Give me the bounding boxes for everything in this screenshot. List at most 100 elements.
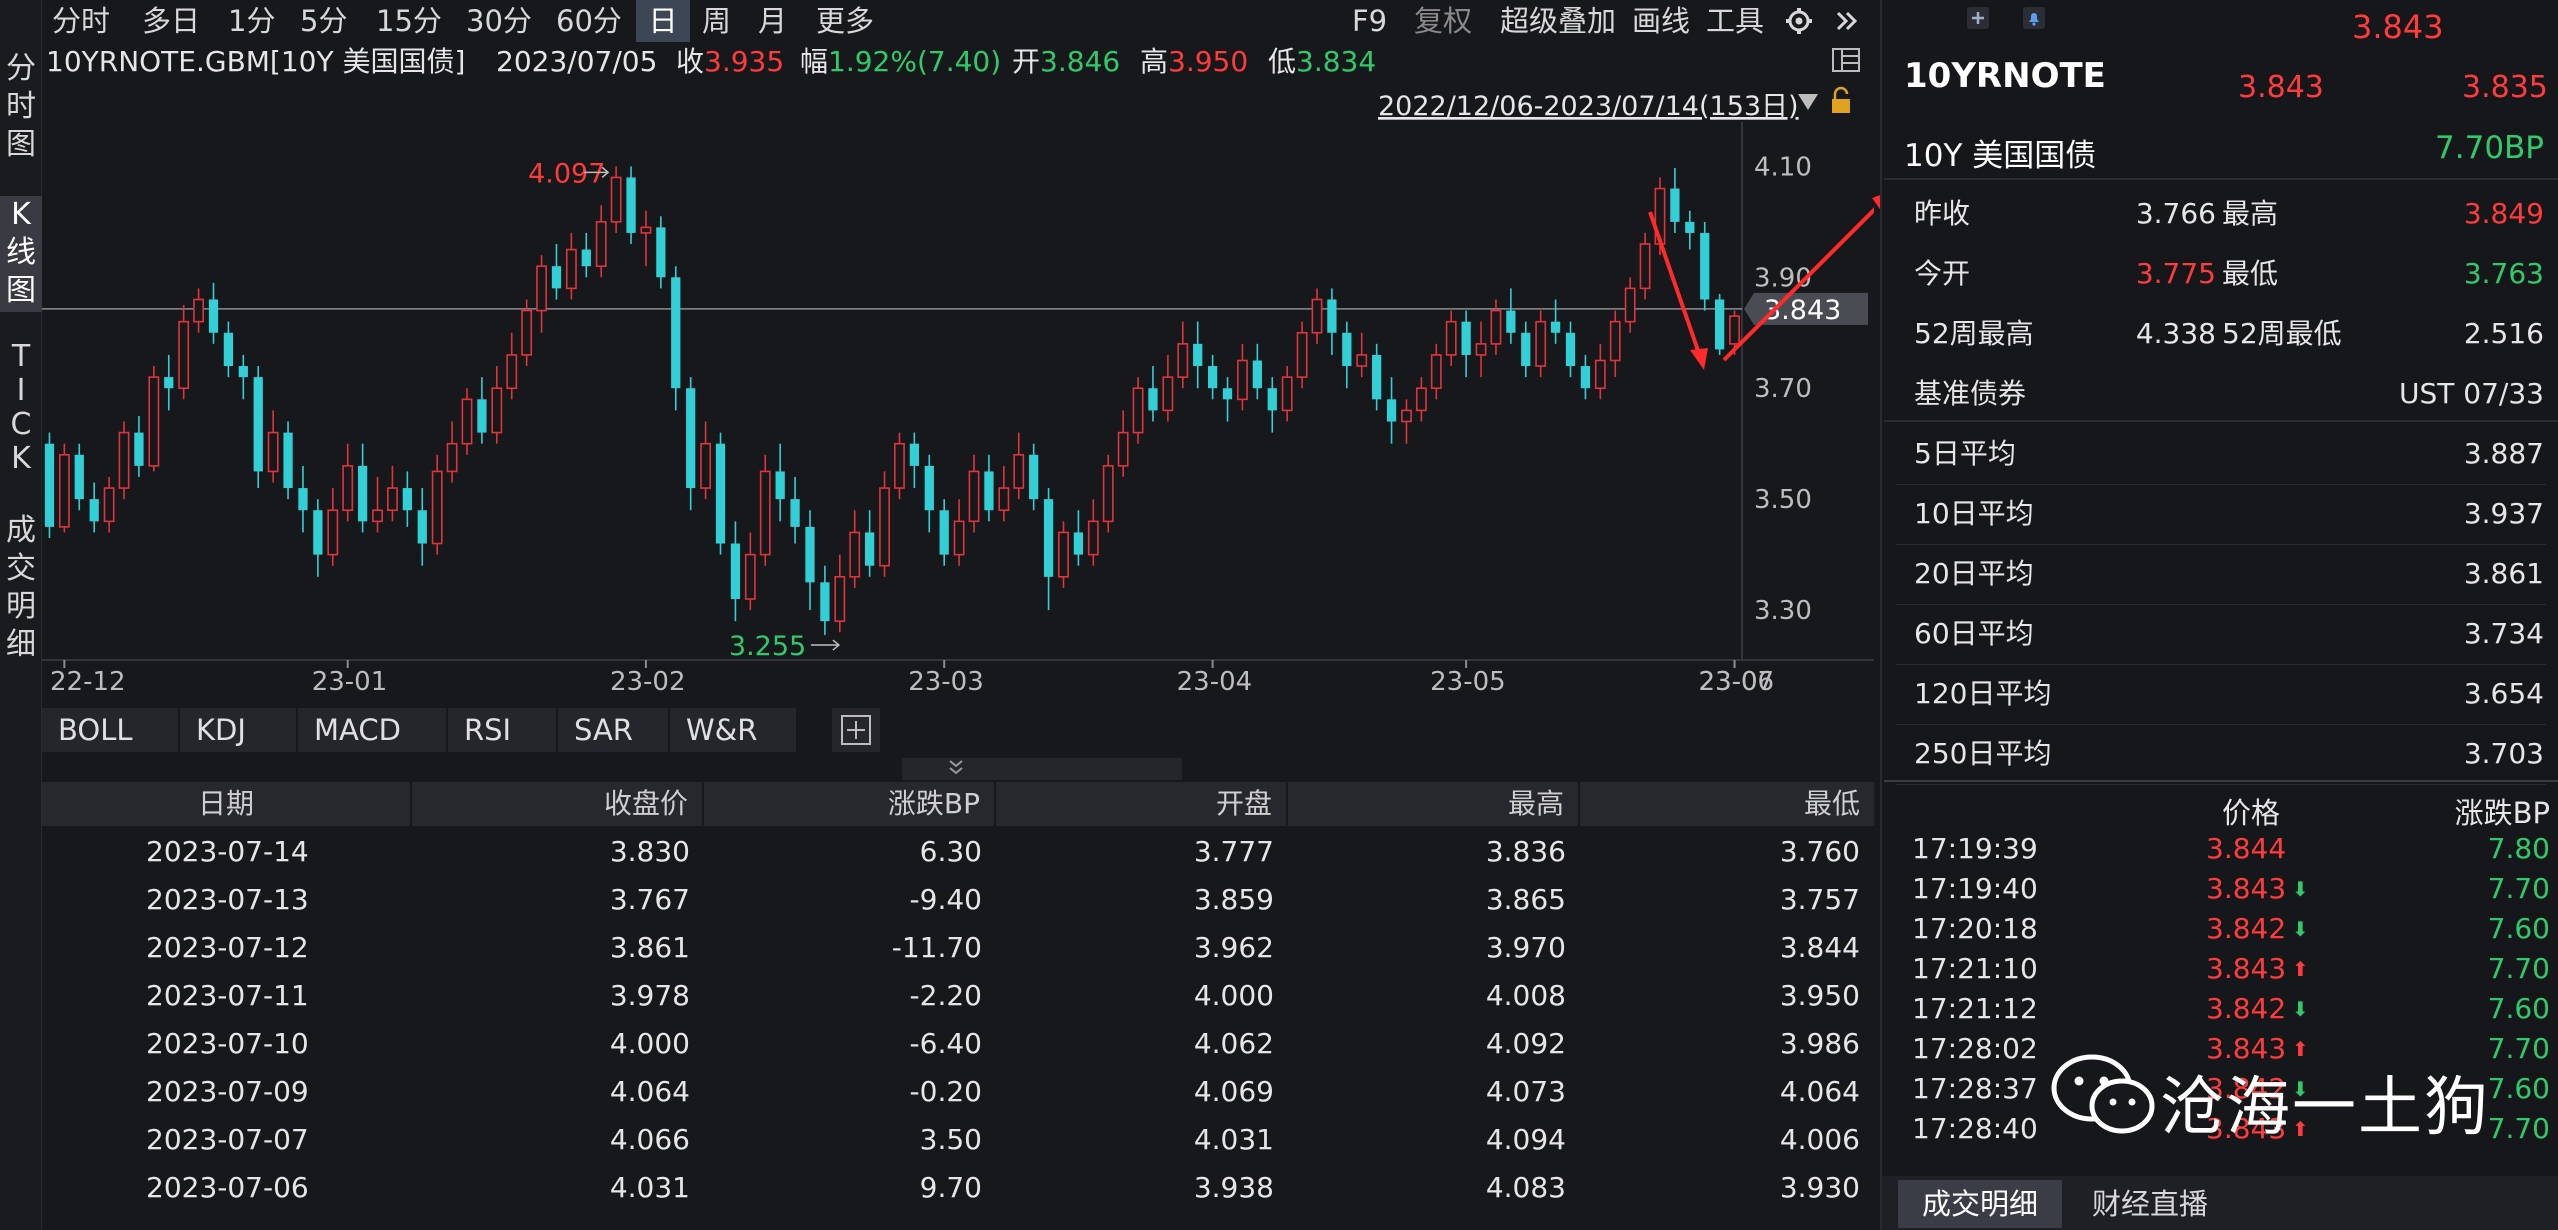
add-icon[interactable] <box>1966 6 1990 34</box>
watermark-text: 沧海一土狗 <box>2160 1071 2490 1145</box>
indicator-rsi[interactable]: RSI <box>448 708 558 752</box>
period-more[interactable]: 更多 <box>816 4 875 38</box>
table-row[interactable]: 2023-07-13 3.767 -9.40 3.859 3.865 3.757 <box>42 876 1874 924</box>
tick-time: 17:21:12 <box>1912 992 2038 1025</box>
table-row[interactable]: 2023-07-10 4.000 -6.40 4.062 4.092 3.986 <box>42 1020 1874 1068</box>
gear-icon[interactable] <box>1782 0 1818 42</box>
col-date[interactable]: 日期 <box>42 782 412 826</box>
collapse-handle[interactable] <box>42 754 1874 782</box>
period-month[interactable]: 月 <box>758 4 788 38</box>
period-multiday[interactable]: 多日 <box>142 4 201 38</box>
tick-row[interactable]: 17:28:02 3.843 ⬆ 7.70 <box>1882 1030 2558 1070</box>
table-cell: 3.962 <box>1193 931 1274 964</box>
period-timeshare[interactable]: 分时 <box>52 4 111 38</box>
add-indicator-icon[interactable] <box>832 708 882 752</box>
table-row[interactable]: 2023-07-11 3.978 -2.20 4.000 4.008 3.950 <box>42 972 1874 1020</box>
candle <box>1252 343 1262 400</box>
indicator-kdj[interactable]: KDJ <box>180 708 298 752</box>
col-low[interactable]: 最低 <box>1803 787 1860 820</box>
table-row[interactable]: 2023-07-09 4.064 -0.20 4.069 4.073 4.064 <box>42 1068 1874 1116</box>
bell-icon[interactable] <box>2022 6 2046 34</box>
tick-change: 7.70 <box>2487 1112 2550 1145</box>
table-row[interactable]: 2023-07-12 3.861 -11.70 3.962 3.970 3.844 <box>42 924 1874 972</box>
candle <box>1029 443 1039 511</box>
table-row[interactable]: 2023-07-14 3.830 6.30 3.777 3.836 3.760 <box>42 828 1874 876</box>
table-row[interactable]: 2023-07-06 4.031 9.70 3.938 4.083 3.930 <box>42 1164 1874 1212</box>
f9-button[interactable]: F9 <box>1352 4 1388 38</box>
tick-row[interactable]: 17:21:10 3.843 ⬆ 7.70 <box>1882 950 2558 990</box>
period-1min[interactable]: 1分 <box>228 4 276 38</box>
x-tick-label: 23-03 <box>908 667 984 697</box>
period-toolbar: 分时 多日 1分 5分 15分 30分 60分 日 周 月 更多 F9 复权 超… <box>42 0 1874 42</box>
indicator-boll[interactable]: BOLL <box>42 708 180 752</box>
col-change[interactable]: 涨跌BP <box>704 782 996 826</box>
table-cell: 2023-07-13 <box>146 883 309 916</box>
table-cell: 4.083 <box>1485 1171 1566 1204</box>
period-30min[interactable]: 30分 <box>466 4 532 38</box>
tab-kline[interactable]: K 线 图 <box>0 196 42 312</box>
candle <box>283 421 293 500</box>
period-5min[interactable]: 5分 <box>300 4 348 38</box>
indicator-sar[interactable]: SAR <box>558 708 670 752</box>
period-60min[interactable]: 60分 <box>556 4 622 38</box>
candle <box>968 454 980 533</box>
table-row[interactable]: 2023-07-07 4.066 3.50 4.031 4.094 4.006 <box>42 1116 1874 1164</box>
tick-row[interactable]: 17:28:40 3.843 ⬆ 7.70 <box>1882 1110 2558 1150</box>
tick-time: 17:21:10 <box>1912 952 2038 985</box>
candle <box>1342 321 1352 389</box>
indicator-macd[interactable]: MACD <box>298 708 448 752</box>
tab-trade-detail-bottom[interactable]: 成交明细 <box>1898 1180 2062 1228</box>
drawing-button[interactable]: 画线 <box>1632 4 1691 38</box>
candle <box>313 499 323 577</box>
table-cell: 4.094 <box>1485 1123 1566 1156</box>
candle <box>984 454 994 522</box>
current-price-label: 3.843 <box>1764 295 1841 326</box>
table-cell: -6.40 <box>909 1027 982 1060</box>
double-chevron-right-icon[interactable] <box>1832 0 1862 42</box>
range-dropdown-icon[interactable] <box>1798 94 1818 110</box>
col-open[interactable]: 开盘 <box>996 782 1288 826</box>
candle <box>894 432 905 500</box>
table-cell: 3.760 <box>1779 835 1860 868</box>
candle <box>595 205 607 278</box>
bar-date: 2023/07/05 <box>496 45 658 78</box>
period-week[interactable]: 周 <box>702 4 732 38</box>
tick-row[interactable]: 17:19:40 3.843 ⬇ 7.70 <box>1882 870 2558 910</box>
period-day[interactable]: 日 <box>636 0 690 42</box>
table-cell: 4.062 <box>1193 1027 1274 1060</box>
average-value: 3.937 <box>2463 497 2544 530</box>
tick-row[interactable]: 17:19:39 3.844 7.80 <box>1882 830 2558 870</box>
tab-timeshare[interactable]: 分 时 图 <box>6 51 36 162</box>
candle <box>656 216 666 289</box>
candle <box>118 421 130 500</box>
tab-tick[interactable]: T I C K <box>10 339 32 476</box>
tick-row[interactable]: 17:20:18 3.842 ⬇ 7.60 <box>1882 910 2558 950</box>
tab-trade-detail[interactable]: 成 交 明 细 <box>6 513 36 662</box>
chart-range-label[interactable]: 2022/12/06-2023/07/14(153日) <box>1378 91 1799 122</box>
average-value: 3.654 <box>2463 677 2544 710</box>
kline-chart[interactable]: 4.10 3.90 3.70 3.50 3.30 22-12 23-01 23-02 23-0… <box>42 82 1886 704</box>
average-label: 60日平均 <box>1914 617 2034 650</box>
tick-price: 3.843 <box>2206 872 2287 905</box>
benchmark-value: UST 07/33 <box>2399 377 2544 410</box>
col-high[interactable]: 最高 <box>1288 782 1580 826</box>
overlay-button[interactable]: 超级叠加 <box>1500 4 1617 38</box>
lock-icon[interactable] <box>1832 86 1850 113</box>
tick-row[interactable]: 17:28:37 3.842 ⬇ 7.60 <box>1882 1070 2558 1110</box>
restore-rights-button[interactable]: 复权 <box>1414 4 1473 38</box>
period-15min[interactable]: 15分 <box>376 4 442 38</box>
tick-row[interactable]: 17:21:12 3.842 ⬇ 7.60 <box>1882 990 2558 1030</box>
candle <box>1565 321 1576 378</box>
candle <box>342 443 354 522</box>
candle <box>372 476 383 533</box>
panel-layout-icon[interactable] <box>1830 44 1862 87</box>
divider <box>1896 784 2546 785</box>
table-cell: -0.20 <box>909 1075 982 1108</box>
col-close[interactable]: 收盘价 <box>412 782 704 826</box>
average-label: 250日平均 <box>1914 737 2052 770</box>
table-cell: -2.20 <box>909 979 982 1012</box>
candle <box>1461 310 1471 378</box>
tools-button[interactable]: 工具 <box>1706 4 1765 38</box>
indicator-wr[interactable]: W&R <box>670 708 798 752</box>
tab-finance-live[interactable]: 财经直播 <box>2091 1187 2208 1221</box>
